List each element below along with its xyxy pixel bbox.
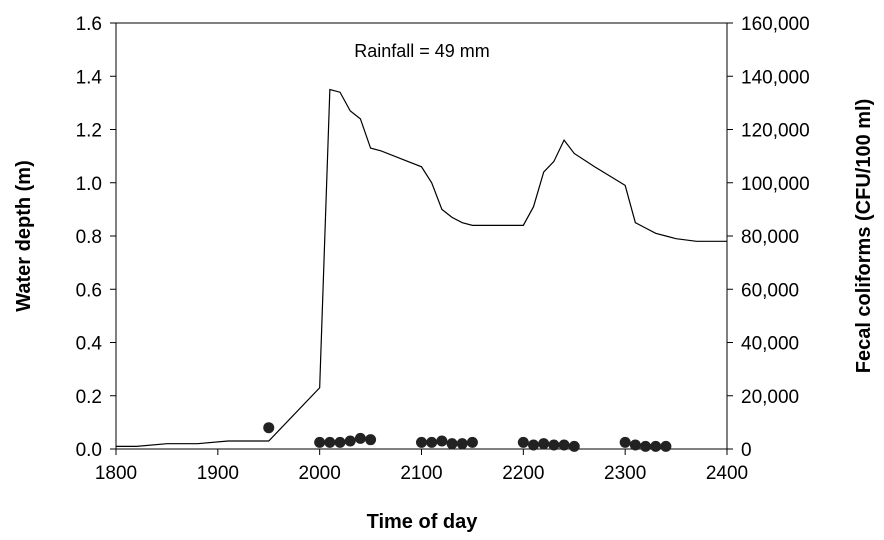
x-tick-label: 2100 [400, 463, 442, 484]
x-axis: 1800 1900 2000 2100 2200 2300 2400 [95, 449, 748, 484]
x-tick-label: 1900 [197, 463, 239, 484]
fecal-coliform-point [416, 436, 427, 448]
fecal-coliform-point [334, 436, 346, 448]
y-right-tick-label: 40,000 [741, 334, 799, 355]
x-tick-label: 2200 [502, 463, 544, 484]
y-right-tick-label: 60,000 [741, 280, 799, 301]
water-depth-line [116, 88, 727, 447]
y-left-tick-label: 0.4 [76, 334, 103, 355]
x-tick-label: 2400 [706, 463, 748, 484]
fecal-coliform-point [426, 436, 438, 448]
y-left-tick-label: 1.4 [76, 67, 103, 88]
y-axis-right-title: Fecal coliforms (CFU/100 ml) [853, 99, 875, 374]
y-left-tick-label: 1.2 [76, 121, 102, 142]
fecal-coliform-point [456, 438, 468, 450]
y-right-tick-label: 80,000 [741, 227, 799, 248]
fecal-coliform-point [324, 436, 336, 448]
fecal-coliform-point [568, 440, 580, 452]
y-right-tick-label: 0 [741, 440, 752, 461]
fecal-coliform-point [650, 440, 662, 452]
fecal-coliform-point [528, 439, 540, 451]
y-right-tick-label: 20,000 [741, 387, 799, 408]
fecal-coliform-point [629, 439, 641, 451]
y-left-tick-label: 0.2 [76, 387, 102, 408]
rainfall-annotation: Rainfall = 49 mm [354, 41, 490, 61]
y-right-tick-label: 160,000 [741, 14, 810, 35]
fecal-coliform-point [354, 432, 366, 444]
plot-border [115, 22, 728, 450]
y-axis-left: 0.0 0.2 0.4 0.6 0.8 1.0 1.2 1.4 1.6 [76, 14, 116, 461]
fecal-coliform-point [466, 436, 478, 448]
fecal-coliform-point [344, 435, 356, 447]
fecal-coliform-point [436, 435, 448, 447]
y-right-tick-label: 100,000 [741, 174, 810, 195]
fecal-coliform-point [263, 422, 275, 434]
x-tick-label: 1800 [95, 463, 137, 484]
fecal-coliform-point [548, 439, 560, 451]
y-left-tick-label: 0.8 [76, 227, 102, 248]
fecal-coliform-point [365, 434, 377, 446]
plot-frame [115, 22, 728, 450]
y-left-tick-label: 1.0 [76, 174, 102, 195]
y-right-tick-label: 140,000 [741, 67, 810, 88]
y-right-tick-label: 120,000 [741, 121, 810, 142]
x-tick-label: 2000 [299, 463, 341, 484]
y-left-tick-label: 0.6 [76, 280, 102, 301]
fecal-coliform-point [660, 440, 672, 452]
x-axis-title: Time of day [367, 511, 479, 533]
series-layer [116, 88, 727, 452]
fecal-coliform-point [446, 438, 458, 450]
y-axis-left-title: Water depth (m) [13, 160, 35, 311]
fecal-coliform-point [640, 440, 652, 452]
x-tick-label: 2300 [604, 463, 646, 484]
fecal-coliform-point [517, 436, 529, 448]
y-axis-right: 0 20,000 40,000 60,000 80,000 100,000 120,000 1… [727, 14, 810, 461]
y-left-tick-label: 0.0 [76, 440, 102, 461]
y-left-tick-label: 1.6 [76, 14, 102, 35]
fecal-coliform-point [314, 436, 326, 448]
fecal-coliform-point [619, 436, 631, 448]
fecal-coliform-point [538, 438, 550, 450]
fecal-coliform-point [558, 439, 570, 451]
